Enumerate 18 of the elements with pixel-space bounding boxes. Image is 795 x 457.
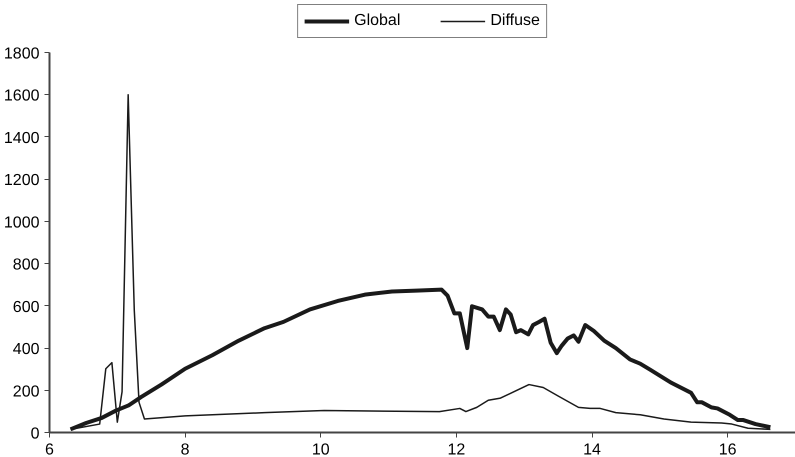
y-tick-label: 1200 [4,172,40,190]
y-tick-label: 400 [12,341,40,358]
y-tick-label: 200 [12,383,40,400]
y-tick-label: 600 [12,298,40,316]
y-tick-label: 1400 [4,130,40,147]
y-tick-label: 1000 [4,214,40,232]
y-tick-label: 1800 [4,46,40,62]
y-tick-label: 0 [30,426,40,442]
x-tick-label: 12 [448,442,466,457]
y-tick-label: 1600 [4,88,40,105]
x-tick-label: 6 [45,442,54,457]
x-tick-label: 10 [312,442,330,457]
legend-label: Diffuse [490,12,540,30]
x-tick-label: 8 [180,442,190,457]
y-tick-label: 800 [12,256,40,274]
x-tick-label: 16 [718,442,737,457]
x-tick-label: 14 [583,442,602,457]
legend-label: Global [354,12,400,30]
